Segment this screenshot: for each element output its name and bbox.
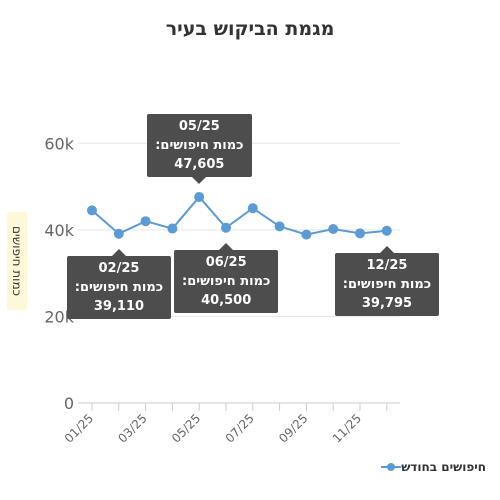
y-tick-label: 60k — [44, 134, 74, 153]
tooltip-value: 39,110 — [93, 298, 145, 314]
data-point — [194, 191, 205, 202]
tooltip-line: כמות חיפושים: — [74, 279, 164, 295]
tooltip-value: 39,795 — [361, 295, 413, 311]
tooltip-line: כמות חיפושים: — [182, 273, 271, 289]
x-tick-label: 03/25 — [115, 411, 149, 445]
y-tick-label: 0 — [64, 394, 74, 413]
series-line — [91, 195, 387, 236]
data-point — [355, 228, 365, 239]
data-point — [381, 225, 392, 236]
data-point — [301, 229, 312, 240]
legend[interactable]: חיפושים בחודש — [377, 460, 486, 474]
x-tick-label: 01/25 — [62, 411, 96, 445]
x-tick-label: 09/25 — [276, 411, 310, 445]
tooltip-value: 40,500 — [201, 292, 252, 308]
legend-swatch-icon — [381, 463, 402, 471]
data-point — [274, 221, 285, 232]
tooltip-line: כמות חיפושים: — [155, 137, 244, 153]
x-tick-label: 11/25 — [330, 411, 364, 445]
x-tick-label: 07/25 — [223, 411, 257, 445]
tooltip-06-25: 06/25 כמות חיפושים: 40,500 — [174, 242, 279, 313]
tooltip-label: 02/25 — [98, 260, 140, 276]
data-point — [167, 223, 178, 234]
data-point — [328, 223, 339, 234]
data-point — [247, 203, 258, 214]
tooltip-label: 05/25 — [178, 118, 220, 134]
tooltip-05-25: 05/25 כמות חיפושים: 47,605 — [147, 113, 252, 184]
y-axis-label: כמות חיפושים — [10, 226, 24, 296]
data-point — [87, 205, 97, 216]
chart-title: מגמת הביקוש בעיר — [165, 18, 335, 40]
data-point — [221, 222, 231, 233]
legend-label: חיפושים בחודש — [401, 460, 486, 474]
tooltip-label: 06/25 — [205, 254, 247, 270]
data-point — [140, 216, 151, 227]
y-tick-label: 40k — [44, 221, 74, 240]
y-axis-label-background — [7, 212, 27, 310]
tooltip-line: כמות חיפושים: — [342, 276, 432, 292]
tooltip-02-25: 02/25 כמות חיפושים: 39,110 — [66, 248, 172, 319]
tooltip-label: 12/25 — [366, 257, 408, 273]
x-tick-label: 05/25 — [169, 411, 203, 445]
data-point — [113, 228, 124, 239]
tooltip-12-25: 12/25 כמות חיפושים: 39,795 — [334, 245, 440, 316]
tooltip-value: 47,605 — [174, 156, 225, 172]
